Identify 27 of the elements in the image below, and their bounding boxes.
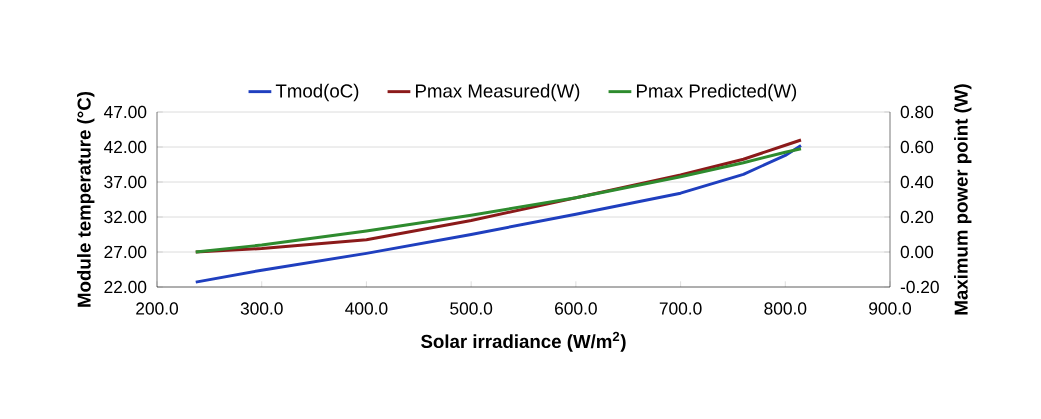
y-tick-label: 27.00 — [104, 245, 147, 259]
y2-tick-label: 0.20 — [900, 210, 934, 224]
y2-tick-label: 0.80 — [900, 105, 934, 119]
x-tick-label: 500.0 — [450, 302, 493, 315]
y-tick-label: 37.00 — [104, 175, 147, 189]
y-tick-label: 47.00 — [103, 105, 147, 119]
legend-label: Pmax Measured(W) — [416, 83, 580, 102]
y-axis-title: Module temperature (°C) — [77, 91, 95, 307]
legend-label: Tmod(oC) — [275, 83, 359, 102]
x-tick-label: 400.0 — [345, 302, 388, 315]
y2-tick-label: 0.40 — [900, 175, 934, 189]
x-tick-label: 600.0 — [555, 302, 597, 315]
y2-axis-title: Maximum power point (W) — [954, 84, 972, 315]
x-tick-label: 900.0 — [869, 302, 912, 315]
y-tick-label: 42.00 — [103, 140, 147, 154]
y2-tick-label: 0.60 — [900, 140, 934, 154]
x-tick-label: 800.0 — [764, 302, 807, 315]
y2-tick-label: -0.20 — [900, 280, 939, 294]
x-tick-label: 700.0 — [659, 302, 702, 315]
x-tick-label: 200.0 — [136, 302, 179, 315]
legend-label: Pmax Predicted(W) — [636, 83, 797, 102]
y-tick-label: 32.00 — [104, 210, 147, 224]
x-tick-label: 300.0 — [240, 302, 283, 315]
y2-tick-label: 0.00 — [900, 245, 934, 259]
line-series — [194, 144, 803, 284]
x-axis-title: Solar irradiance (W/m$^{2}$) — [421, 331, 626, 352]
y-tick-label: 22.00 — [104, 280, 147, 294]
